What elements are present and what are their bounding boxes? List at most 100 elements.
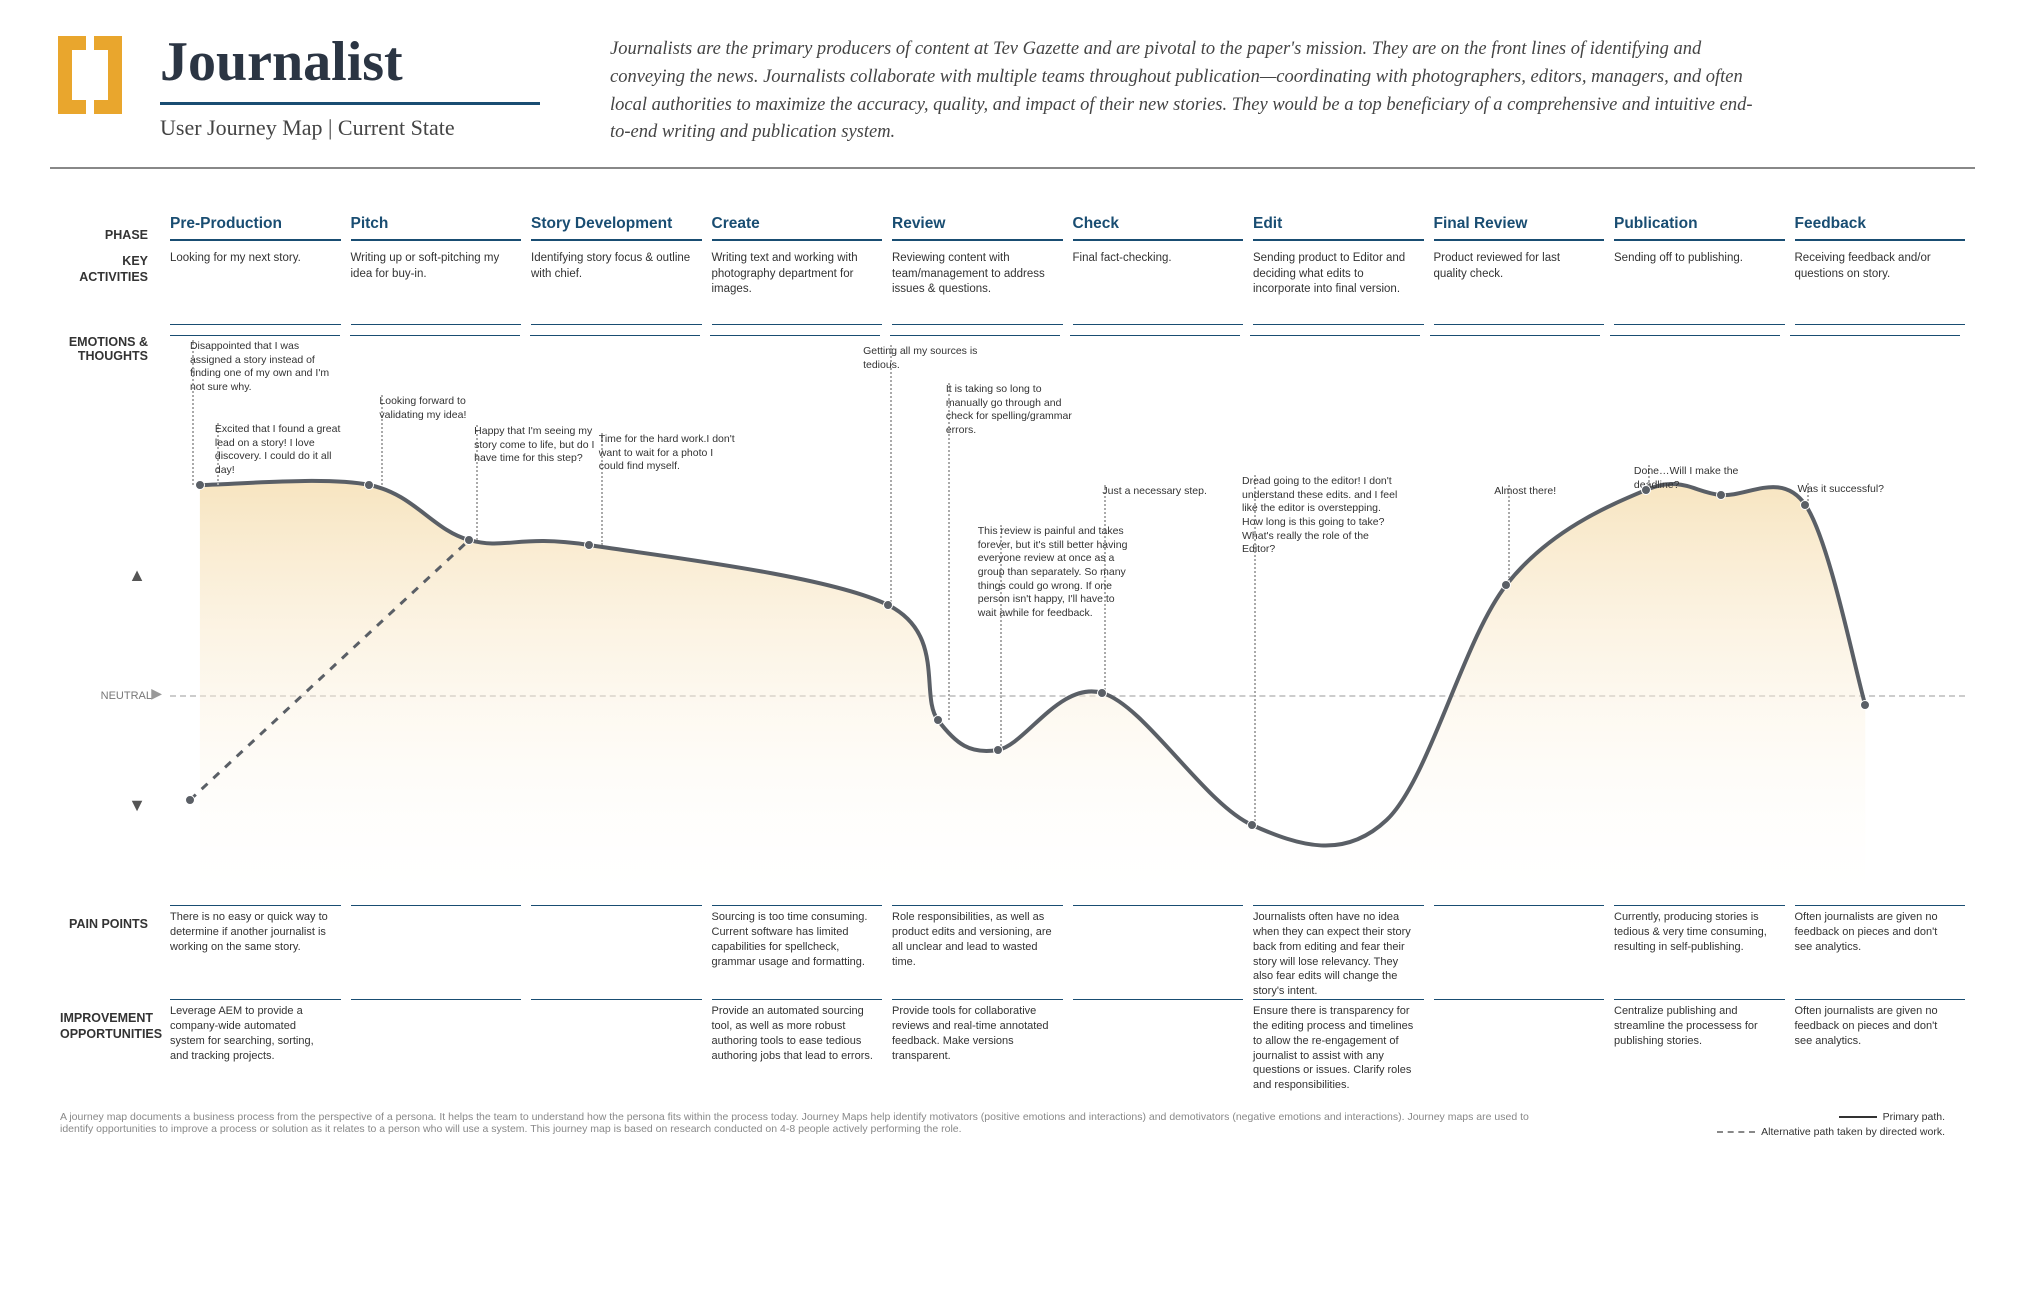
thought-11: Done…Will I make the deadline?	[1634, 465, 1754, 492]
activity-cell-8: Sending off to publishing.	[1614, 251, 1785, 325]
pain-cell-0: There is no easy or quick way to determi…	[170, 910, 341, 999]
emotion-dot-6	[993, 745, 1003, 755]
bottom-rows: PAIN POINTSThere is no easy or quick way…	[50, 905, 1975, 1093]
activity-cell-9: Receiving feedback and/or questions on s…	[1795, 251, 1966, 325]
phase-header-1: Pitch	[351, 193, 522, 241]
chart-col-border-8	[1610, 335, 1780, 336]
emotion-dot-9	[1501, 580, 1511, 590]
thought-4: Time for the hard work.I don't want to w…	[599, 433, 739, 474]
title-block: Journalist User Journey Map | Current St…	[160, 30, 540, 141]
footer-note: A journey map documents a business proce…	[60, 1111, 1560, 1135]
emotion-dot-2	[464, 535, 474, 545]
thought-10: Almost there!	[1494, 485, 1584, 499]
legend: Primary path. Alternative path taken by …	[1717, 1111, 1945, 1141]
emotion-dot-10	[1641, 485, 1651, 495]
thought-8: Just a necessary step.	[1102, 485, 1222, 499]
thought-9: Dread going to the editor! I don't under…	[1242, 475, 1402, 557]
emotion-dot-5	[933, 715, 943, 725]
chart-col-border-6	[1250, 335, 1420, 336]
improve-label: IMPROVEMENT OPPORTUNITIES	[60, 1004, 160, 1093]
pain-cell-8: Currently, producing stories is tedious …	[1614, 910, 1785, 999]
activities-row-label: KEY ACTIVITIES	[60, 251, 160, 325]
phase-header-7: Final Review	[1434, 193, 1605, 241]
emotion-dot-13	[1860, 700, 1870, 710]
thought-6: It is taking so long to manually go thro…	[946, 383, 1086, 438]
footer: A journey map documents a business proce…	[50, 1093, 1975, 1141]
legend-dash-icon	[1717, 1131, 1755, 1133]
header-divider	[50, 167, 1975, 169]
pain-cell-1	[351, 910, 522, 999]
activity-cell-0: Looking for my next story.	[170, 251, 341, 325]
emotions-chart-section: EMOTIONS & THOUGHTS ▲ NEUTRAL ▶ ▼ Disapp…	[50, 335, 1975, 895]
activity-cell-3: Writing text and working with photograph…	[712, 251, 883, 325]
legend-alt: Alternative path taken by directed work.	[1761, 1126, 1945, 1138]
emotions-label: EMOTIONS & THOUGHTS	[50, 335, 160, 363]
emotion-dot-14	[185, 795, 195, 805]
improve-cell-6: Ensure there is transparency for the edi…	[1253, 1004, 1424, 1093]
thought-12: Was it successful?	[1797, 483, 1887, 497]
improve-cell-4: Provide tools for collaborative reviews …	[892, 1004, 1063, 1093]
logo-icon	[50, 30, 130, 120]
pain-cell-3: Sourcing is too time consuming. Current …	[712, 910, 883, 999]
improve-cell-8: Centralize publishing and streamline the…	[1614, 1004, 1785, 1093]
legend-solid-icon	[1839, 1116, 1877, 1118]
emotion-dot-0	[195, 480, 205, 490]
pain-cell-7	[1434, 910, 1605, 999]
activity-cell-7: Product reviewed for last quality check.	[1434, 251, 1605, 325]
emotion-dot-4	[883, 600, 893, 610]
activity-cell-1: Writing up or soft-pitching my idea for …	[351, 251, 522, 325]
phase-header-8: Publication	[1614, 193, 1785, 241]
chart-area: Disappointed that I was assigned a story…	[170, 335, 1965, 895]
improve-cell-2	[531, 1004, 702, 1093]
activity-cell-4: Reviewing content with team/management t…	[892, 251, 1063, 325]
pain-cell-4: Role responsibilities, as well as produc…	[892, 910, 1063, 999]
chart-left-labels: EMOTIONS & THOUGHTS ▲ NEUTRAL ▶ ▼	[50, 335, 160, 895]
emotion-dot-8	[1247, 820, 1257, 830]
phase-header-6: Edit	[1253, 193, 1424, 241]
improve-cell-0: Leverage AEM to provide a company-wide a…	[170, 1004, 341, 1093]
chart-col-border-4	[890, 335, 1060, 336]
thought-5: Getting all my sources is tedious.	[863, 345, 983, 372]
pain-cell-9: Often journalists are given no feedback …	[1795, 910, 1966, 999]
neutral-marker-icon: ▶	[151, 685, 162, 702]
emotion-dot-1	[364, 480, 374, 490]
improve-cell-3: Provide an automated sourcing tool, as w…	[712, 1004, 883, 1093]
legend-primary: Primary path.	[1883, 1111, 1945, 1123]
phase-header-0: Pre-Production	[170, 193, 341, 241]
chart-col-border-0	[170, 335, 340, 336]
pain-cell-2	[531, 910, 702, 999]
pain-cell-6: Journalists often have no idea when they…	[1253, 910, 1424, 999]
emotion-dot-3	[584, 540, 594, 550]
arrow-down-icon: ▼	[128, 795, 146, 816]
improve-cell-9: Often journalists are given no feedback …	[1795, 1004, 1966, 1093]
phase-header-3: Create	[712, 193, 883, 241]
arrow-up-icon: ▲	[128, 565, 146, 586]
page-title: Journalist	[160, 30, 540, 94]
phase-row-label: PHASE	[60, 227, 160, 251]
top-grid: PHASEPre-ProductionPitchStory Developmen…	[50, 193, 1975, 325]
improvement-row: IMPROVEMENT OPPORTUNITIESLeverage AEM to…	[50, 1000, 1975, 1093]
phase-header-5: Check	[1073, 193, 1244, 241]
activity-cell-6: Sending product to Editor and deciding w…	[1253, 251, 1424, 325]
chart-col-border-5	[1070, 335, 1240, 336]
thought-leader-10	[1508, 485, 1510, 585]
activity-cell-5: Final fact-checking.	[1073, 251, 1244, 325]
chart-col-border-9	[1790, 335, 1960, 336]
header: Journalist User Journey Map | Current St…	[50, 30, 1975, 147]
improve-cell-1	[351, 1004, 522, 1093]
thought-0: Disappointed that I was assigned a story…	[190, 340, 340, 395]
pain-points-row: PAIN POINTSThere is no easy or quick way…	[50, 906, 1975, 999]
chart-col-border-2	[530, 335, 700, 336]
phase-header-4: Review	[892, 193, 1063, 241]
pain-label: PAIN POINTS	[60, 910, 160, 999]
thought-7: This review is painful and takes forever…	[978, 525, 1128, 620]
emotion-dot-11	[1716, 490, 1726, 500]
activity-cell-2: Identifying story focus & outline with c…	[531, 251, 702, 325]
pain-cell-5	[1073, 910, 1244, 999]
emotion-dot-7	[1097, 688, 1107, 698]
thought-3: Happy that I'm seeing my story come to l…	[474, 425, 614, 466]
chart-col-border-1	[350, 335, 520, 336]
subtitle: User Journey Map | Current State	[160, 115, 540, 141]
title-rule	[160, 102, 540, 105]
thought-leader-5	[890, 345, 892, 605]
